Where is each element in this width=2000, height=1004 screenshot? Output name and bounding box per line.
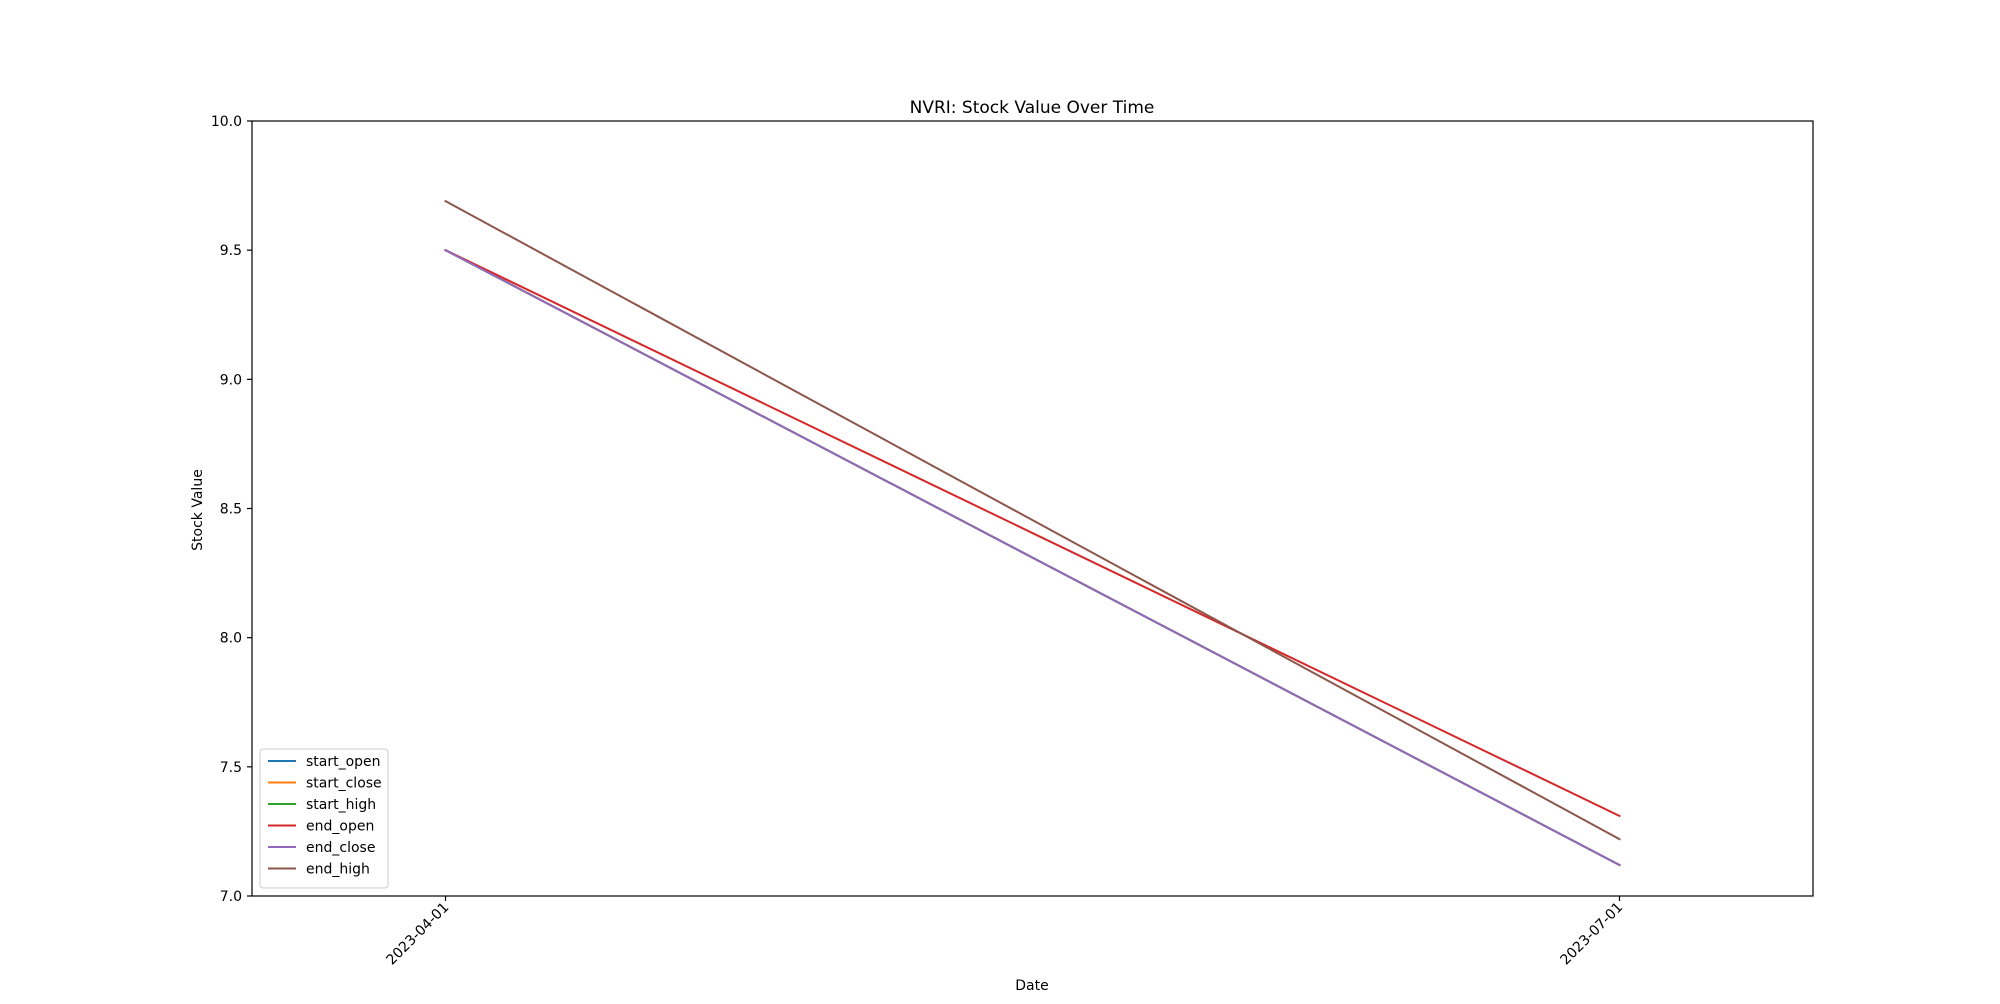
plot-frame [251, 120, 1814, 897]
series-line-end-close [444, 248, 1621, 867]
legend-item: end_close [268, 840, 375, 856]
y-tick-label: 10.0 [211, 114, 242, 130]
legend-item: end_open [268, 819, 374, 835]
series-line-end-high [444, 199, 1621, 841]
legend-box [259, 748, 389, 889]
y-tick-label: 9.0 [220, 372, 242, 388]
chart-title: NVRI: Stock Value Over Time [910, 98, 1155, 118]
y-tick-label: 7.5 [220, 760, 242, 776]
legend-item: start_open [268, 754, 381, 770]
legend-label: end_high [306, 862, 370, 878]
legend-item: start_high [268, 797, 376, 813]
series-line-end-open [444, 248, 1621, 818]
y-tick-label: 9.5 [220, 243, 242, 259]
y-axis-label: Stock Value [190, 469, 206, 551]
y-tick-label: 8.0 [220, 631, 242, 647]
y-tick-label: 8.5 [220, 502, 242, 518]
series-lines [444, 199, 1621, 867]
legend-label: start_close [306, 776, 382, 792]
y-tick-label: 7.0 [220, 889, 242, 905]
y-axis: 7.0 7.5 8.0 8.5 9.0 9.5 10.0 [211, 114, 252, 905]
legend-label: start_high [306, 797, 376, 813]
legend-label: end_close [306, 840, 375, 856]
legend-item: start_close [268, 776, 382, 792]
legend: start_open start_close start_high end_opene… [259, 748, 389, 889]
legend-label: end_open [306, 819, 374, 835]
x-axis-label: Date [1015, 978, 1048, 994]
legend-item: end_high [268, 862, 370, 878]
legend-label: start_open [306, 754, 381, 770]
